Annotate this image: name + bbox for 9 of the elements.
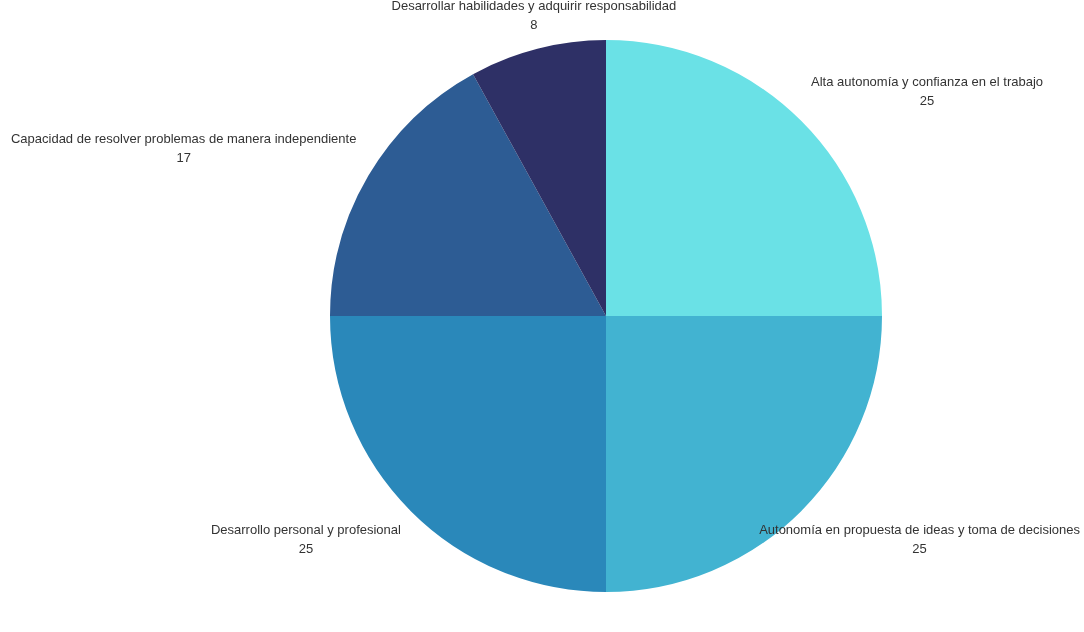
data-label: 8 bbox=[530, 17, 538, 33]
data-label: 17 bbox=[176, 150, 191, 166]
slice-label: Desarrollar habilidades y adquirir responsabilidad bbox=[391, 0, 677, 14]
data-label: 25 bbox=[298, 541, 314, 557]
data-label: 25 bbox=[912, 541, 927, 557]
slice-label: Alta autonomía y confianza en el trabajo bbox=[811, 74, 1044, 90]
slice-label: Desarrollo personal y profesional bbox=[210, 522, 402, 538]
data-label: 25 bbox=[919, 93, 935, 109]
slice-label: Capacidad de resolver problemas de manera independiente bbox=[10, 131, 357, 147]
